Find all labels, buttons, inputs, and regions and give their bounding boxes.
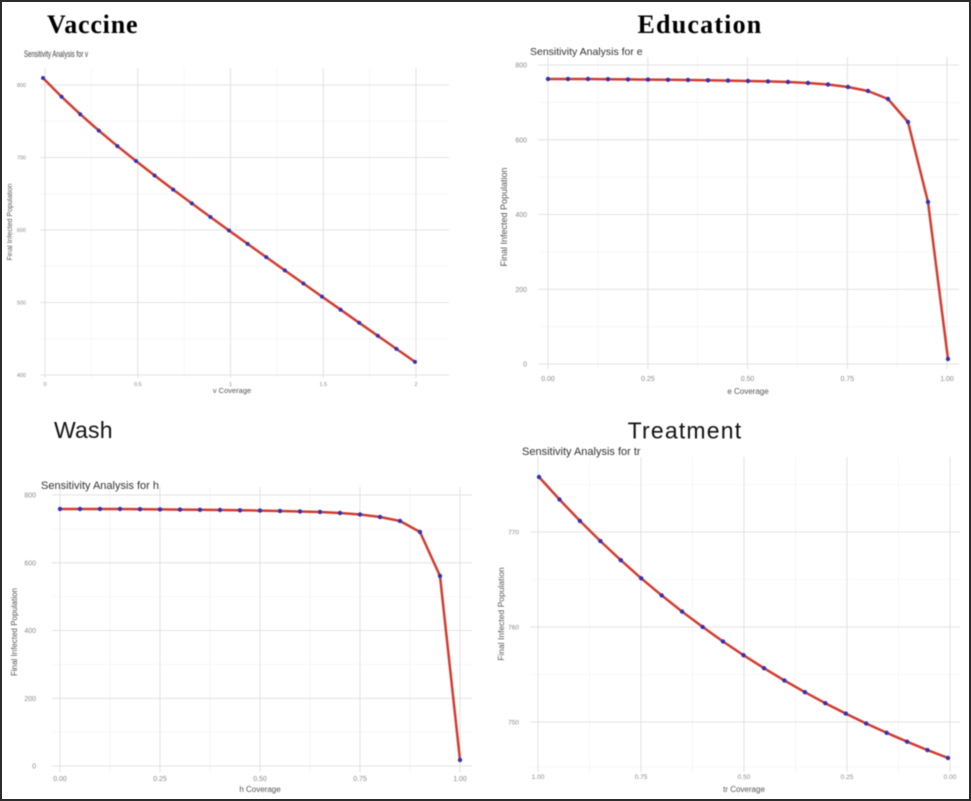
- svg-text:Vaccine: Vaccine: [47, 10, 138, 39]
- svg-text:0.5: 0.5: [134, 382, 142, 388]
- svg-text:0.25: 0.25: [641, 376, 655, 383]
- svg-text:750: 750: [508, 720, 519, 727]
- svg-text:0: 0: [32, 764, 36, 771]
- svg-text:Education: Education: [638, 10, 763, 39]
- svg-text:0.25: 0.25: [841, 774, 854, 781]
- svg-text:800: 800: [17, 83, 26, 89]
- svg-text:1.5: 1.5: [319, 382, 327, 388]
- svg-text:v Coverage: v Coverage: [213, 386, 251, 395]
- svg-text:800: 800: [24, 493, 36, 500]
- svg-text:0.75: 0.75: [840, 376, 854, 383]
- svg-text:200: 200: [515, 287, 527, 294]
- svg-text:Final Infected Population: Final Infected Population: [7, 183, 14, 260]
- svg-text:400: 400: [515, 212, 527, 219]
- svg-text:Final Infected Population: Final Infected Population: [10, 588, 19, 676]
- svg-text:0.00: 0.00: [944, 774, 957, 781]
- svg-text:600: 600: [515, 137, 527, 144]
- svg-text:0.50: 0.50: [253, 776, 267, 783]
- svg-text:200: 200: [24, 696, 36, 703]
- svg-text:Sensitivity Analysis for e: Sensitivity Analysis for e: [530, 46, 643, 58]
- svg-text:600: 600: [24, 560, 36, 567]
- svg-text:1.00: 1.00: [453, 776, 467, 783]
- svg-text:Treatment: Treatment: [628, 418, 743, 444]
- svg-text:0.25: 0.25: [153, 776, 167, 783]
- svg-text:600: 600: [17, 228, 26, 234]
- svg-text:Final Infected Population: Final Infected Population: [496, 567, 506, 661]
- svg-text:0: 0: [523, 362, 527, 369]
- svg-text:0.00: 0.00: [541, 376, 555, 383]
- svg-text:770: 770: [508, 530, 519, 537]
- svg-text:0: 0: [43, 382, 46, 388]
- svg-text:h Coverage: h Coverage: [239, 785, 281, 794]
- svg-text:0.50: 0.50: [738, 774, 751, 781]
- svg-text:2: 2: [414, 382, 417, 388]
- svg-text:0.75: 0.75: [635, 774, 648, 781]
- svg-text:Sensitivity Analysis for tr: Sensitivity Analysis for tr: [522, 446, 641, 458]
- svg-text:760: 760: [508, 625, 519, 632]
- svg-text:e Coverage: e Coverage: [727, 387, 769, 396]
- svg-text:1.00: 1.00: [940, 376, 954, 383]
- svg-text:0.50: 0.50: [741, 376, 755, 383]
- svg-text:Wash: Wash: [54, 417, 113, 443]
- svg-text:400: 400: [24, 628, 36, 635]
- svg-text:500: 500: [17, 301, 26, 307]
- svg-text:Sensitivity Analysis for v: Sensitivity Analysis for v: [24, 49, 88, 60]
- svg-text:Sensitivity Analysis for h: Sensitivity Analysis for h: [41, 480, 159, 492]
- svg-text:700: 700: [17, 156, 26, 162]
- svg-text:Final Infected Population: Final Infected Population: [499, 167, 509, 266]
- svg-text:1: 1: [229, 382, 232, 388]
- svg-text:tr Coverage: tr Coverage: [723, 785, 765, 794]
- svg-text:0.75: 0.75: [353, 776, 367, 783]
- svg-text:800: 800: [515, 63, 527, 70]
- svg-text:1.00: 1.00: [532, 774, 545, 781]
- svg-text:0.00: 0.00: [53, 776, 67, 783]
- svg-text:400: 400: [17, 373, 26, 379]
